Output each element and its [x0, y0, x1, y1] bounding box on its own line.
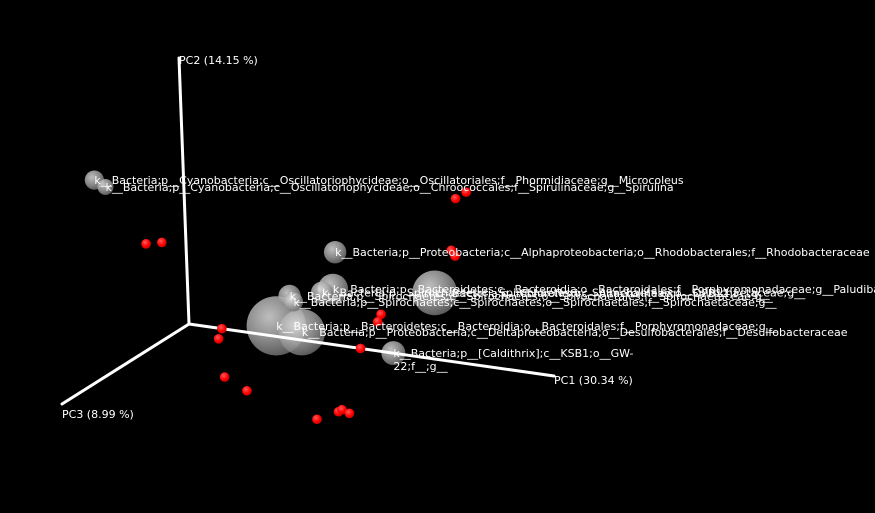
taxon-label: k__Bacteria;p__Chloroflexi;c__Anaeroline… — [435, 287, 770, 300]
taxon-label: k__Bacteria;p__Cyanobacteria;c__Oscillat… — [94, 174, 684, 187]
sample-point — [157, 237, 167, 248]
axis-z-line — [60, 322, 191, 406]
sample-point — [217, 323, 227, 334]
taxon-sphere — [323, 241, 347, 264]
taxon-label: k__Bacteria;p__Bacteroidetes;c__Bacteroi… — [276, 320, 777, 333]
taxon-label: k__Bacteria;p__Spirochaetes;c__Spirochae… — [290, 290, 774, 303]
sample-point — [450, 193, 461, 204]
taxon-label: k__Bacteria;p__Proteobacteria;c__Alphapr… — [335, 246, 870, 259]
taxa-labels: k__Bacteria;p__Cyanobacteria;c__Oscillat… — [94, 174, 875, 373]
taxon-label: k__Bacteria;p__Cyanobacteria;c__Oscillat… — [106, 181, 674, 194]
sample-point — [213, 334, 224, 344]
axis-x-label: PC1 (30.34 %) — [554, 374, 633, 387]
sample-point — [219, 372, 230, 382]
taxon-sphere — [412, 270, 458, 316]
taxa-spheres — [84, 170, 458, 366]
taxon-label: k__Bacteria;p__Bacteroidetes;c__Bacteroi… — [333, 283, 875, 296]
axis-x-line — [187, 322, 556, 378]
taxon-label: k__Bacteria;p__[Caldithrix];c__KSB1;o__G… — [393, 347, 633, 373]
taxon-sphere — [278, 308, 326, 356]
taxon-label: k__Bacteria;p__Proteobacteria;c__Deltapr… — [302, 326, 848, 339]
taxon-sphere — [283, 292, 304, 312]
taxon-sphere — [310, 281, 334, 304]
sample-point — [376, 309, 386, 320]
sample-point — [344, 408, 355, 419]
taxon-sphere — [97, 178, 114, 195]
sample-points — [141, 187, 471, 425]
axis-labels: PC1 (30.34 %) PC2 (14.15 %) PC3 (8.99 %) — [62, 54, 633, 421]
axis-z-label: PC3 (8.99 %) — [62, 408, 134, 421]
taxon-label: k__Bacteria;p__Spirochaetes;c__Spirochae… — [293, 296, 777, 309]
sample-point — [337, 404, 347, 415]
sample-point — [461, 187, 471, 197]
taxon-label: k__Bacteria;p__Spirochaetes;c__Spirochae… — [322, 287, 806, 300]
sample-point — [242, 385, 252, 396]
axis-y-label: PC2 (14.15 %) — [179, 54, 258, 67]
sample-point — [372, 316, 383, 327]
axis-y-line — [177, 56, 191, 326]
sample-point — [141, 239, 151, 249]
sample-point — [312, 414, 322, 425]
sample-point — [450, 251, 460, 261]
sample-point — [355, 343, 366, 354]
axes — [60, 56, 556, 406]
